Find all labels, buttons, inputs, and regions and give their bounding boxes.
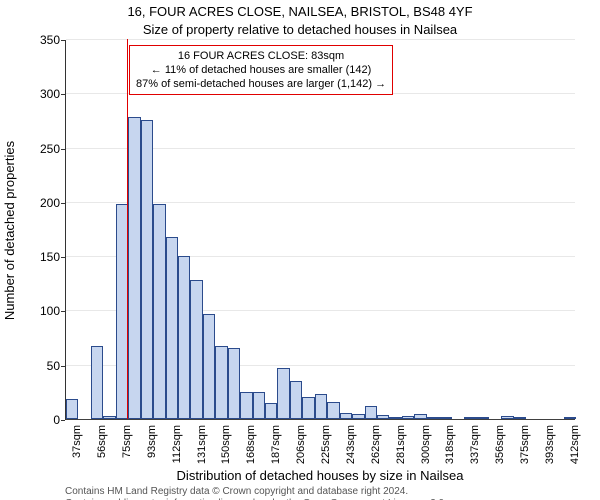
x-axis-label: Distribution of detached houses by size … <box>65 468 575 483</box>
y-axis-label-wrap: Number of detached properties <box>0 40 20 420</box>
histogram-bar <box>514 417 526 419</box>
histogram-bar <box>340 413 352 420</box>
gridline <box>66 39 575 40</box>
y-axis-label: Number of detached properties <box>3 140 18 319</box>
y-tick <box>61 40 65 41</box>
annotation-box: 16 FOUR ACRES CLOSE: 83sqm← 11% of detac… <box>129 45 393 95</box>
attribution-line1: Contains HM Land Registry data © Crown c… <box>65 486 575 498</box>
y-tick-label: 100 <box>25 304 60 318</box>
histogram-bar <box>315 394 327 419</box>
histogram-bar <box>464 417 476 419</box>
histogram-bar <box>377 415 389 419</box>
histogram-bar <box>414 414 426 419</box>
y-tick <box>61 420 65 421</box>
histogram-bar <box>389 417 401 419</box>
histogram-bar <box>215 346 227 419</box>
histogram-bar <box>128 117 140 419</box>
histogram-bar <box>203 314 215 419</box>
annotation-line: 87% of semi-detached houses are larger (… <box>136 77 386 91</box>
y-tick <box>61 149 65 150</box>
y-tick-label: 300 <box>25 87 60 101</box>
histogram-bar <box>265 403 277 419</box>
histogram-bar <box>439 417 451 419</box>
histogram-bar <box>427 417 439 419</box>
histogram-bar <box>253 392 265 419</box>
histogram-bar <box>501 416 513 419</box>
attribution: Contains HM Land Registry data © Crown c… <box>65 486 575 500</box>
gridline <box>66 419 575 420</box>
y-tick <box>61 203 65 204</box>
y-tick <box>61 366 65 367</box>
histogram-bar <box>302 397 314 419</box>
histogram-bar <box>402 416 414 419</box>
histogram-bar <box>228 348 240 419</box>
annotation-line: 16 FOUR ACRES CLOSE: 83sqm <box>136 49 386 63</box>
histogram-bar <box>166 237 178 419</box>
histogram-bar <box>91 346 103 419</box>
y-tick-label: 200 <box>25 196 60 210</box>
y-tick-label: 150 <box>25 250 60 264</box>
histogram-bar <box>277 368 289 419</box>
histogram-bar <box>476 417 488 419</box>
histogram-bar <box>352 414 364 419</box>
histogram-bar <box>240 392 252 419</box>
property-marker-line <box>127 39 128 419</box>
histogram-bar <box>365 406 377 419</box>
y-tick-label: 350 <box>25 33 60 47</box>
y-tick-label: 250 <box>25 142 60 156</box>
y-tick-label: 50 <box>25 359 60 373</box>
chart-title-line1: 16, FOUR ACRES CLOSE, NAILSEA, BRISTOL, … <box>0 4 600 19</box>
histogram-bar <box>564 417 576 419</box>
histogram-bar <box>327 402 339 419</box>
histogram-bar <box>141 120 153 419</box>
y-tick <box>61 257 65 258</box>
plot-area: 16 FOUR ACRES CLOSE: 83sqm← 11% of detac… <box>65 40 575 420</box>
y-tick <box>61 311 65 312</box>
histogram-bar <box>66 399 78 419</box>
histogram-bar <box>190 280 202 419</box>
histogram-bar <box>103 416 115 419</box>
y-tick <box>61 94 65 95</box>
histogram-bar <box>153 204 165 419</box>
histogram-bar <box>178 256 190 419</box>
annotation-line: ← 11% of detached houses are smaller (14… <box>136 63 386 77</box>
chart-subtitle: Size of property relative to detached ho… <box>0 22 600 37</box>
y-tick-label: 0 <box>25 413 60 427</box>
histogram-bar <box>290 381 302 419</box>
